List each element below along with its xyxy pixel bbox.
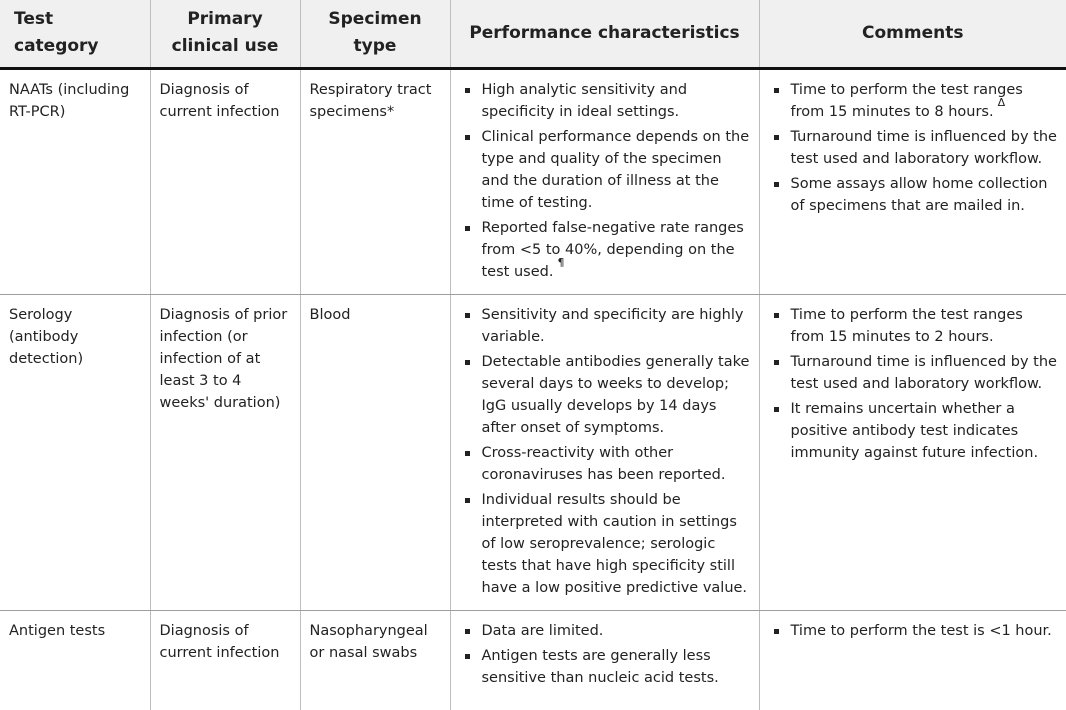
- list-item: Turnaround time is influenced by the tes…: [769, 126, 1059, 170]
- list-item: Data are limited.: [460, 620, 751, 642]
- cell-comments: Time to perform the test ranges from 15 …: [758, 294, 1066, 611]
- list-item: Detectable antibodies generally take sev…: [460, 351, 751, 439]
- performance-list: Sensitivity and specificity are highly v…: [460, 304, 751, 599]
- cell-performance: Data are limited. Antigen tests are gene…: [449, 610, 759, 710]
- performance-list: High analytic sensitivity and specificit…: [460, 79, 751, 283]
- list-item: It remains uncertain whether a positive …: [769, 398, 1059, 464]
- cell-category: Antigen tests: [9, 622, 106, 639]
- cell-comments: Time to perform the test is <1 hour.: [758, 610, 1066, 710]
- cell-performance: Sensitivity and specificity are highly v…: [449, 294, 759, 611]
- cell-specimen: Respiratory tract specimens*: [299, 68, 450, 295]
- list-item-text: Time to perform the test ranges from 15 …: [790, 81, 1023, 120]
- list-item: Sensitivity and specificity are highly v…: [460, 304, 751, 348]
- footnote-marker: Δ: [997, 95, 1006, 109]
- performance-list: Data are limited. Antigen tests are gene…: [460, 620, 751, 689]
- list-item: Time to perform the test is <1 hour.: [769, 620, 1059, 642]
- comments-list: Time to perform the test is <1 hour.: [769, 620, 1059, 642]
- cell-category: Serology (antibody detection): [0, 294, 150, 611]
- header-performance-characteristics: Performance characteristics: [449, 0, 759, 70]
- cell-performance: High analytic sensitivity and specificit…: [449, 68, 759, 295]
- header-test-category: Test category: [0, 0, 150, 70]
- cell-category: NAATs (including RT-PCR): [0, 68, 150, 295]
- list-item-text: Reported false-negative rate ranges from…: [481, 219, 744, 280]
- header-specimen-type: Specimen type: [299, 0, 450, 70]
- table-row: NAATs (including RT-PCR) Diagnosis of cu…: [0, 68, 1066, 295]
- list-item: Some assays allow home collection of spe…: [769, 173, 1059, 217]
- header-comments: Comments: [758, 0, 1066, 70]
- header-primary-clinical-use: Primary clinical use: [149, 0, 300, 70]
- list-item: Cross-reactivity with other coronaviruse…: [460, 442, 751, 486]
- list-item: Clinical performance depends on the type…: [460, 126, 751, 214]
- table-row: Antigen tests Diagnosis of current infec…: [0, 610, 1066, 710]
- cell-comments: Time to perform the test ranges from 15 …: [758, 68, 1066, 295]
- comments-list: Time to perform the test ranges from 15 …: [769, 304, 1059, 464]
- cell-clinical-use: Diagnosis of prior infection (or infecti…: [149, 294, 300, 611]
- list-item: High analytic sensitivity and specificit…: [460, 79, 751, 123]
- comments-list: Time to perform the test ranges from 15 …: [769, 79, 1059, 217]
- footnote-marker: ¶: [557, 255, 565, 269]
- table-row: Serology (antibody detection) Diagnosis …: [0, 294, 1066, 611]
- list-item: Time to perform the test ranges from 15 …: [769, 79, 1059, 123]
- header-row: Test category Primary clinical use Speci…: [0, 0, 1066, 70]
- cell-clinical-use: Diagnosis of current infection: [149, 610, 300, 710]
- cell-specimen: Blood: [299, 294, 450, 611]
- cell-specimen: Nasopharyngeal or nasal swabs: [299, 610, 450, 710]
- list-item: Turnaround time is influenced by the tes…: [769, 351, 1059, 395]
- list-item: Time to perform the test ranges from 15 …: [769, 304, 1059, 348]
- cell-clinical-use: Diagnosis of current infection: [149, 68, 300, 295]
- list-item: Individual results should be interpreted…: [460, 489, 751, 599]
- list-item: Reported false-negative rate ranges from…: [460, 217, 751, 283]
